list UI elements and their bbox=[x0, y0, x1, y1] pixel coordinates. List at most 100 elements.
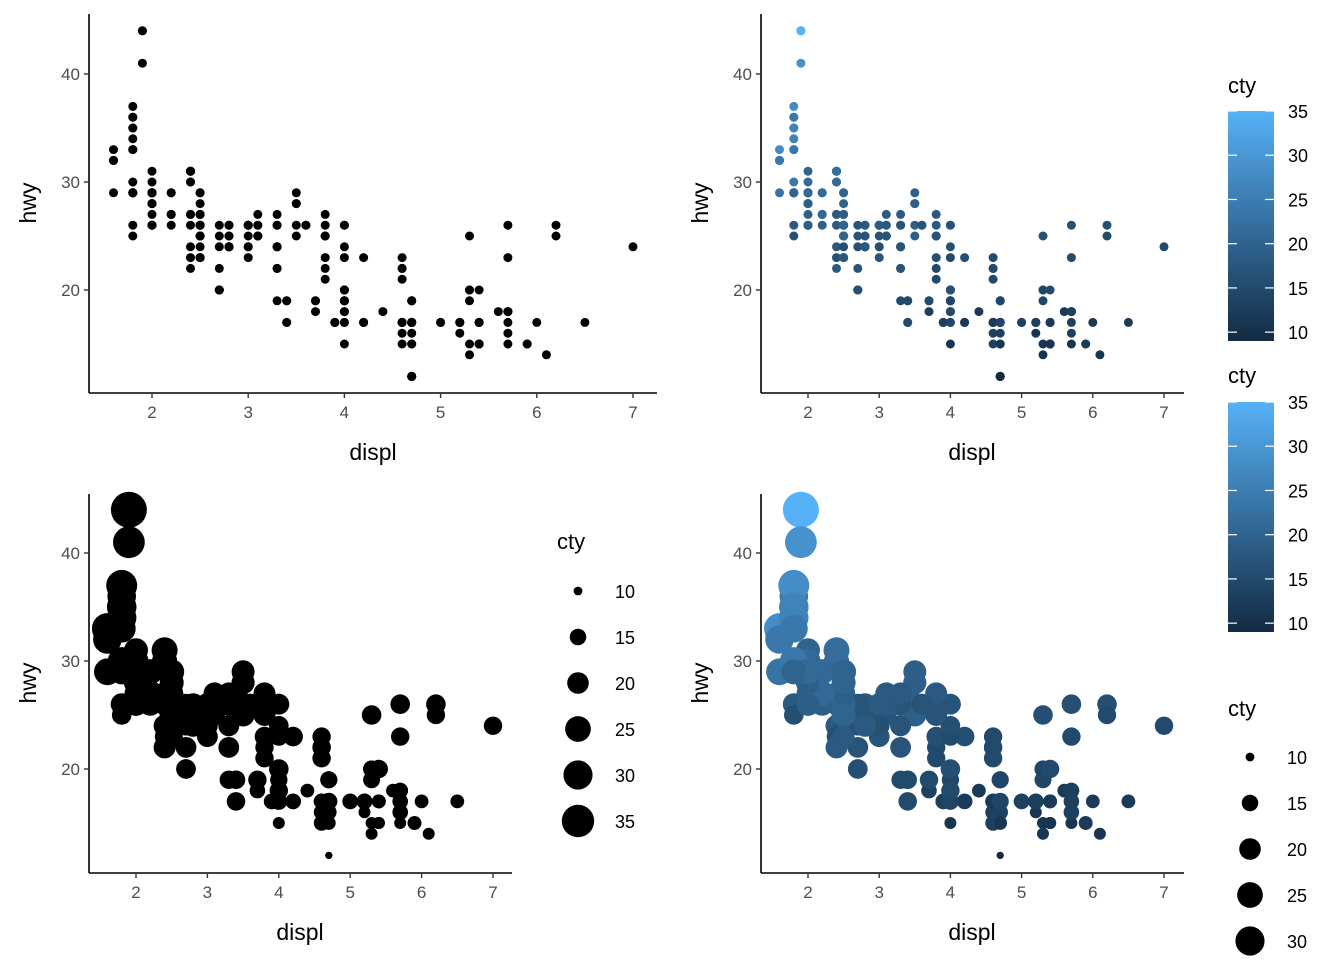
data-point bbox=[996, 851, 1004, 859]
size-key bbox=[1239, 838, 1261, 860]
data-point bbox=[253, 209, 263, 219]
data-point bbox=[320, 209, 330, 219]
data-point bbox=[944, 817, 957, 829]
y-tick-label: 20 bbox=[733, 760, 752, 779]
data-point bbox=[1061, 694, 1082, 714]
data-point bbox=[272, 296, 282, 306]
data-point bbox=[243, 220, 253, 230]
data-point bbox=[839, 253, 849, 263]
data-point bbox=[896, 220, 906, 230]
data-point bbox=[832, 209, 841, 219]
data-point bbox=[112, 526, 145, 559]
data-point bbox=[483, 716, 503, 735]
data-point bbox=[881, 209, 891, 219]
data-point bbox=[474, 339, 484, 349]
data-point bbox=[272, 220, 282, 230]
size-label: 10 bbox=[1287, 748, 1307, 768]
data-point bbox=[974, 307, 984, 317]
data-point bbox=[919, 770, 939, 789]
colorbar-label: 10 bbox=[1288, 614, 1308, 634]
data-point bbox=[282, 317, 292, 327]
colorbar-label: 15 bbox=[1288, 279, 1308, 299]
data-point bbox=[1081, 339, 1091, 349]
x-tick-label: 2 bbox=[147, 403, 156, 422]
data-point bbox=[407, 816, 422, 830]
data-point bbox=[320, 231, 330, 241]
data-point bbox=[839, 199, 849, 209]
size-key bbox=[569, 628, 587, 646]
data-point bbox=[407, 296, 417, 306]
data-point bbox=[503, 253, 513, 263]
ticks-layer: 2 3 4 5 6 7 20 30 40 bbox=[61, 544, 498, 902]
data-point bbox=[1066, 220, 1076, 230]
data-point bbox=[832, 177, 841, 187]
data-point bbox=[195, 231, 205, 241]
data-point bbox=[995, 296, 1005, 306]
size-key bbox=[565, 716, 591, 742]
data-point bbox=[272, 242, 282, 252]
data-point bbox=[931, 263, 941, 273]
data-point bbox=[972, 783, 986, 798]
data-point bbox=[1123, 317, 1133, 327]
data-point bbox=[789, 231, 799, 241]
data-point bbox=[342, 793, 359, 810]
colorbar-ticks: 35 30 25 20 15 10 bbox=[1228, 102, 1308, 343]
data-point bbox=[775, 145, 784, 155]
data-point bbox=[372, 817, 385, 829]
data-point bbox=[128, 134, 138, 144]
data-point bbox=[789, 134, 799, 144]
data-point bbox=[1085, 794, 1100, 809]
data-point bbox=[339, 317, 349, 327]
data-point bbox=[1045, 317, 1055, 327]
data-point bbox=[455, 317, 465, 327]
data-point bbox=[339, 296, 349, 306]
data-point bbox=[128, 220, 138, 230]
points-layer bbox=[109, 26, 638, 381]
data-point bbox=[1066, 328, 1076, 338]
data-point bbox=[1038, 285, 1048, 295]
data-point bbox=[371, 794, 386, 809]
data-point bbox=[832, 253, 841, 263]
data-point bbox=[128, 231, 138, 241]
data-point bbox=[320, 771, 338, 789]
data-point bbox=[988, 339, 998, 349]
data-point bbox=[392, 793, 409, 810]
data-point bbox=[397, 263, 407, 273]
data-point bbox=[106, 569, 138, 601]
data-point bbox=[785, 526, 817, 559]
data-point bbox=[994, 817, 1007, 829]
data-point bbox=[832, 166, 841, 176]
data-point bbox=[109, 188, 118, 198]
data-point bbox=[1066, 339, 1076, 349]
data-point bbox=[779, 614, 808, 643]
data-point bbox=[854, 714, 876, 737]
data-point bbox=[1044, 817, 1057, 829]
data-point bbox=[397, 339, 407, 349]
x-axis-title: displ bbox=[948, 919, 995, 945]
data-point bbox=[320, 253, 330, 263]
data-point bbox=[832, 220, 841, 230]
data-point bbox=[1066, 307, 1076, 317]
data-point bbox=[960, 253, 970, 263]
data-point bbox=[503, 307, 513, 317]
data-point bbox=[839, 220, 849, 230]
data-point bbox=[214, 242, 224, 252]
x-tick-label: 5 bbox=[436, 403, 445, 422]
data-point bbox=[147, 220, 157, 230]
data-point bbox=[474, 317, 484, 327]
data-point bbox=[995, 371, 1005, 381]
legend-title: cty bbox=[1228, 73, 1256, 98]
x-tick-label: 3 bbox=[243, 403, 252, 422]
data-point bbox=[283, 726, 303, 747]
x-tick-label: 5 bbox=[345, 883, 354, 902]
x-tick-label: 2 bbox=[803, 403, 812, 422]
y-tick-label: 20 bbox=[733, 281, 752, 300]
data-point bbox=[109, 659, 134, 684]
data-point bbox=[832, 725, 855, 748]
data-point bbox=[868, 693, 891, 716]
data-point bbox=[311, 296, 320, 306]
data-point bbox=[339, 242, 349, 252]
x-tick-label: 3 bbox=[874, 883, 883, 902]
data-point bbox=[269, 716, 289, 736]
data-point bbox=[330, 317, 340, 327]
